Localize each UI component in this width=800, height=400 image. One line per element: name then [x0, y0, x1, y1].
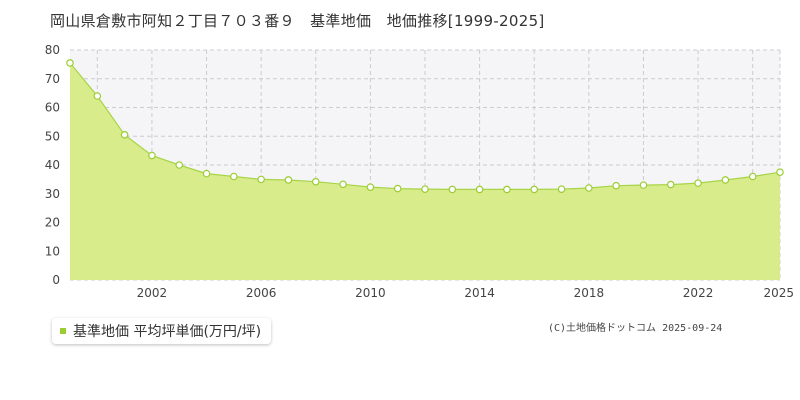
y-tick-label: 30: [45, 187, 60, 201]
data-point: [421, 185, 429, 193]
legend: 基準地価 平均坪単価(万円/坪): [52, 318, 272, 344]
data-points: [66, 59, 784, 194]
y-axis-ticks: 0 10 20 30 40 50 60 70 80: [45, 43, 60, 287]
data-point: [694, 179, 702, 187]
y-tick-label: 60: [45, 101, 60, 115]
y-tick-label: 70: [45, 72, 60, 86]
data-point: [639, 181, 648, 189]
data-point: [475, 185, 484, 194]
data-point: [366, 183, 375, 191]
data-point: [748, 172, 757, 181]
data-point: [230, 172, 238, 181]
chart-title: 岡山県倉敷市阿知２丁目７０３番９ 基準地価 地価推移[1999-2025]: [50, 12, 545, 30]
data-point: [721, 176, 730, 184]
y-tick-label: 0: [52, 273, 60, 287]
data-point: [503, 185, 511, 194]
y-tick-label: 20: [45, 216, 60, 230]
x-tick-label: 2022: [683, 286, 714, 300]
data-point: [585, 184, 593, 192]
legend-swatch: [60, 328, 66, 334]
data-point: [93, 92, 102, 100]
data-point: [339, 180, 347, 189]
data-point: [311, 177, 320, 186]
data-point: [257, 175, 265, 184]
x-tick-label: 2025: [763, 286, 794, 300]
data-point: [120, 131, 129, 139]
x-tick-label: 2014: [464, 286, 495, 300]
series-area-fill: [70, 62, 780, 281]
data-point: [202, 169, 211, 178]
y-tick-label: 80: [45, 43, 60, 57]
x-tick-label: 2010: [355, 286, 386, 300]
data-point: [175, 161, 184, 169]
x-axis-ticks: 2002 2006 2010 2014 2018 2022 2025: [137, 286, 794, 300]
data-point: [148, 151, 156, 160]
data-point: [530, 185, 539, 194]
y-tick-label: 10: [45, 244, 60, 258]
data-point: [557, 185, 566, 193]
data-point: [666, 180, 675, 189]
data-point: [284, 176, 293, 184]
y-tick-label: 50: [45, 129, 60, 143]
y-tick-label: 40: [45, 158, 60, 172]
data-point: [776, 168, 784, 176]
data-point: [393, 184, 402, 193]
data-point: [66, 59, 74, 67]
x-tick-label: 2018: [574, 286, 605, 300]
x-tick-label: 2006: [246, 286, 277, 300]
data-point: [612, 181, 620, 190]
copyright-text: (C)土地価格ドットコム 2025-09-24: [548, 323, 723, 334]
x-tick-label: 2002: [137, 286, 168, 300]
data-point: [448, 185, 457, 194]
legend-label: 基準地価 平均坪単価(万円/坪): [73, 324, 262, 340]
